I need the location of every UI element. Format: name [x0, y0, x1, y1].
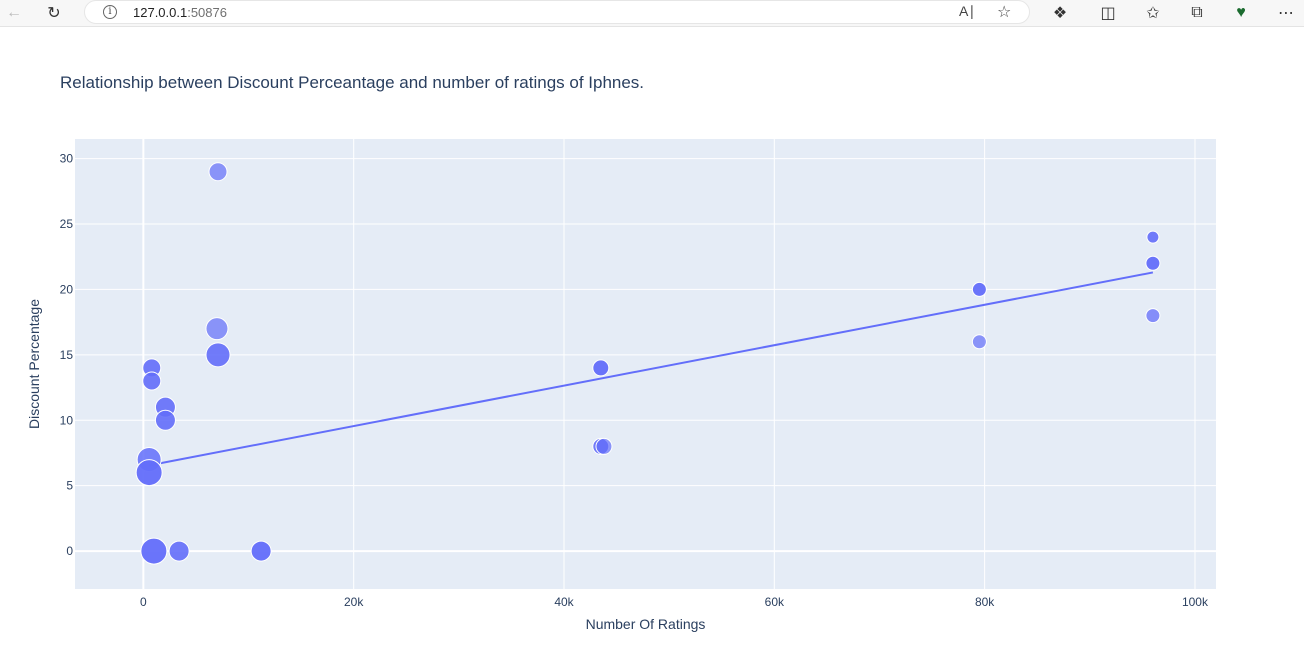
y-tick-label: 15 [60, 348, 74, 362]
plot-background [75, 139, 1216, 589]
url-text[interactable]: 127.0.0.1:50876 [133, 5, 227, 20]
y-tick-label: 30 [60, 152, 74, 166]
chart-area: Relationship between Discount Perceantag… [0, 27, 1304, 653]
extensions-icon[interactable]: ❖ [1052, 5, 1068, 22]
x-tick-label: 0 [140, 595, 147, 609]
info-icon[interactable]: i [103, 5, 117, 19]
x-tick-label: 100k [1182, 595, 1209, 609]
browser-essentials-icon[interactable]: ♥ [1236, 4, 1246, 21]
collections-icon[interactable]: ⧉ [1191, 4, 1203, 21]
y-tick-label: 25 [60, 217, 74, 231]
data-point [1145, 308, 1161, 324]
browser-toolbar: ← ↻ i 127.0.0.1:50876 A∣ ☆ ❖ ◫ ✩ ⧉ ♥ ⋯ [0, 0, 1304, 27]
url-port: :50876 [187, 5, 227, 20]
data-point [971, 281, 987, 297]
data-point [205, 342, 231, 368]
split-screen-icon[interactable]: ◫ [1100, 5, 1116, 22]
data-point [1145, 255, 1161, 271]
trendline [148, 271, 1154, 467]
data-point [250, 540, 272, 562]
scatter-chart: 0 20k 40k 60k 80k 100k 0 5 10 15 20 25 30 Number Of R… [26, 139, 1216, 632]
address-bar[interactable]: i 127.0.0.1:50876 A∣ ☆ [84, 0, 1030, 24]
x-axis-title: Number Of Ratings [586, 616, 706, 632]
y-tick-label: 5 [66, 479, 73, 493]
y-tick-label: 0 [66, 544, 73, 558]
x-tick-label: 80k [975, 595, 995, 609]
data-point [592, 359, 610, 377]
y-tick-label: 10 [60, 413, 74, 427]
back-icon[interactable]: ← [6, 4, 22, 21]
y-axis-title: Discount Percentage [26, 299, 42, 429]
refresh-icon[interactable]: ↻ [47, 5, 61, 22]
data-point [168, 540, 190, 562]
data-point [142, 371, 162, 391]
x-tick-label: 60k [765, 595, 785, 609]
data-point [140, 537, 168, 565]
y-tick-label: 20 [60, 282, 74, 296]
data-point [135, 459, 163, 487]
data-point [595, 437, 613, 455]
more-menu-icon[interactable]: ⋯ [1278, 5, 1294, 22]
url-host: 127.0.0.1 [133, 5, 188, 20]
x-tick-label: 20k [344, 595, 364, 609]
chart-title: Relationship between Discount Perceantag… [60, 73, 645, 92]
data-point [208, 162, 228, 182]
favorites-icon[interactable]: ✩ [1146, 5, 1160, 22]
data-point [971, 334, 987, 350]
data-point [205, 317, 229, 341]
favorite-star-icon[interactable]: ☆ [997, 4, 1012, 21]
data-point [154, 409, 176, 431]
data-point [1146, 230, 1160, 244]
read-aloud-icon[interactable]: A∣ [959, 3, 976, 19]
x-tick-label: 40k [554, 595, 574, 609]
